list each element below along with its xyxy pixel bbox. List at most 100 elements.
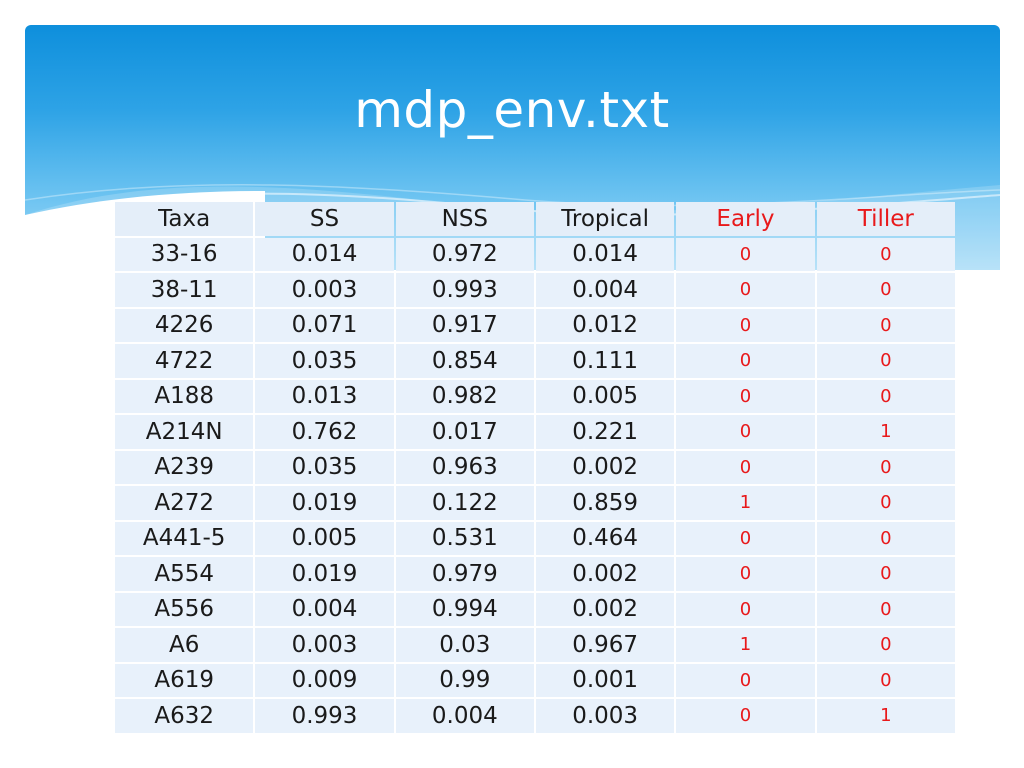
table-header-row: Taxa SS NSS Tropical Early Tiller xyxy=(115,202,955,236)
table-cell: 0.854 xyxy=(395,344,534,378)
table-cell: 0.221 xyxy=(535,415,675,449)
table-cell: 0 xyxy=(816,557,955,591)
table-cell: 0 xyxy=(816,663,955,697)
table-cell: 0 xyxy=(816,344,955,378)
table-cell: 1 xyxy=(816,415,955,449)
table-cell: 0.019 xyxy=(255,486,394,520)
table-cell: 1 xyxy=(676,486,815,520)
table-cell: 0 xyxy=(676,379,815,413)
table-row: A239 0.035 0.963 0.002 0 0 xyxy=(115,450,955,484)
table-cell: 0.003 xyxy=(535,699,675,733)
table-cell: 0.005 xyxy=(255,521,394,555)
table-row: 4722 0.035 0.854 0.111 0 0 xyxy=(115,344,955,378)
table-cell: 0 xyxy=(676,308,815,342)
table-cell: 0 xyxy=(676,344,815,378)
table-cell: A556 xyxy=(115,592,254,626)
table-cell: 0 xyxy=(676,663,815,697)
table-cell: 0 xyxy=(816,450,955,484)
column-header: Tiller xyxy=(816,202,955,236)
table-cell: 0.014 xyxy=(255,237,394,271)
table-cell: 0.002 xyxy=(535,450,675,484)
table-cell: 0.972 xyxy=(395,237,534,271)
table-cell: 4722 xyxy=(115,344,254,378)
table-body: 33-16 0.014 0.972 0.014 0 0 38-11 0.003 0.993 0.0… xyxy=(115,237,955,733)
table-cell: 0.464 xyxy=(535,521,675,555)
table-cell: 0 xyxy=(676,415,815,449)
table-cell: 38-11 xyxy=(115,273,254,307)
table-row: A441-5 0.005 0.531 0.464 0 0 xyxy=(115,521,955,555)
table-cell: 0.004 xyxy=(395,699,534,733)
table-cell: 0.531 xyxy=(395,521,534,555)
table-cell: 0 xyxy=(816,486,955,520)
table-row: A632 0.993 0.004 0.003 0 1 xyxy=(115,699,955,733)
table-cell: 0.004 xyxy=(535,273,675,307)
table-cell: 0 xyxy=(816,592,955,626)
table-cell: 0.012 xyxy=(535,308,675,342)
table-cell: 0 xyxy=(676,237,815,271)
table-cell: 0 xyxy=(816,521,955,555)
table-row: A556 0.004 0.994 0.002 0 0 xyxy=(115,592,955,626)
table-cell: 0.917 xyxy=(395,308,534,342)
table-cell: 0.03 xyxy=(395,628,534,662)
table-cell: 0.99 xyxy=(395,663,534,697)
table-cell: 0 xyxy=(816,308,955,342)
table-cell: 0.014 xyxy=(535,237,675,271)
table-cell: 0.762 xyxy=(255,415,394,449)
table-cell: A441-5 xyxy=(115,521,254,555)
table-cell: A239 xyxy=(115,450,254,484)
table-cell: 0.001 xyxy=(535,663,675,697)
table-cell: 0.035 xyxy=(255,450,394,484)
table-cell: 0.982 xyxy=(395,379,534,413)
table-cell: 1 xyxy=(816,699,955,733)
table-cell: 1 xyxy=(676,628,815,662)
table-cell: 0.005 xyxy=(535,379,675,413)
table-row: A554 0.019 0.979 0.002 0 0 xyxy=(115,557,955,591)
table-cell: 0 xyxy=(676,592,815,626)
table-cell: 0.993 xyxy=(255,699,394,733)
column-header: SS xyxy=(255,202,394,236)
table-cell: 0.003 xyxy=(255,628,394,662)
table-cell: 0 xyxy=(676,699,815,733)
table-cell: 0 xyxy=(816,237,955,271)
table-cell: A619 xyxy=(115,663,254,697)
table-cell: 0 xyxy=(816,273,955,307)
table-cell: 0.004 xyxy=(255,592,394,626)
table-row: 4226 0.071 0.917 0.012 0 0 xyxy=(115,308,955,342)
table-row: A6 0.003 0.03 0.967 1 0 xyxy=(115,628,955,662)
table-cell: A188 xyxy=(115,379,254,413)
table-cell: A214N xyxy=(115,415,254,449)
slide-title: mdp_env.txt xyxy=(354,81,670,139)
table-cell: 0.013 xyxy=(255,379,394,413)
table-cell: 0.017 xyxy=(395,415,534,449)
table-cell: 0 xyxy=(676,450,815,484)
table-cell: 0.967 xyxy=(535,628,675,662)
table-row: A272 0.019 0.122 0.859 1 0 xyxy=(115,486,955,520)
table-row: 33-16 0.014 0.972 0.014 0 0 xyxy=(115,237,955,271)
table-cell: 0.002 xyxy=(535,592,675,626)
column-header: Taxa xyxy=(115,202,254,236)
table-cell: 0 xyxy=(676,557,815,591)
column-header: NSS xyxy=(395,202,534,236)
data-table: Taxa SS NSS Tropical Early Tiller 33-16 0… xyxy=(113,200,957,735)
table-cell: 33-16 xyxy=(115,237,254,271)
column-header: Early xyxy=(676,202,815,236)
table-cell: 0.994 xyxy=(395,592,534,626)
table-row: A214N 0.762 0.017 0.221 0 1 xyxy=(115,415,955,449)
table-cell: A272 xyxy=(115,486,254,520)
table-cell: 0.111 xyxy=(535,344,675,378)
table-cell: 0.071 xyxy=(255,308,394,342)
table-cell: 0.859 xyxy=(535,486,675,520)
table-cell: 0.019 xyxy=(255,557,394,591)
table-cell: 0.009 xyxy=(255,663,394,697)
table-cell: 0.003 xyxy=(255,273,394,307)
table-cell: A6 xyxy=(115,628,254,662)
table-cell: 0 xyxy=(676,521,815,555)
table-cell: 0.993 xyxy=(395,273,534,307)
table-row: A188 0.013 0.982 0.005 0 0 xyxy=(115,379,955,413)
table-cell: 0.035 xyxy=(255,344,394,378)
data-table-container: Taxa SS NSS Tropical Early Tiller 33-16 0… xyxy=(115,200,959,735)
table-row: 38-11 0.003 0.993 0.004 0 0 xyxy=(115,273,955,307)
table-cell: 0 xyxy=(816,628,955,662)
table-cell: 0.002 xyxy=(535,557,675,591)
